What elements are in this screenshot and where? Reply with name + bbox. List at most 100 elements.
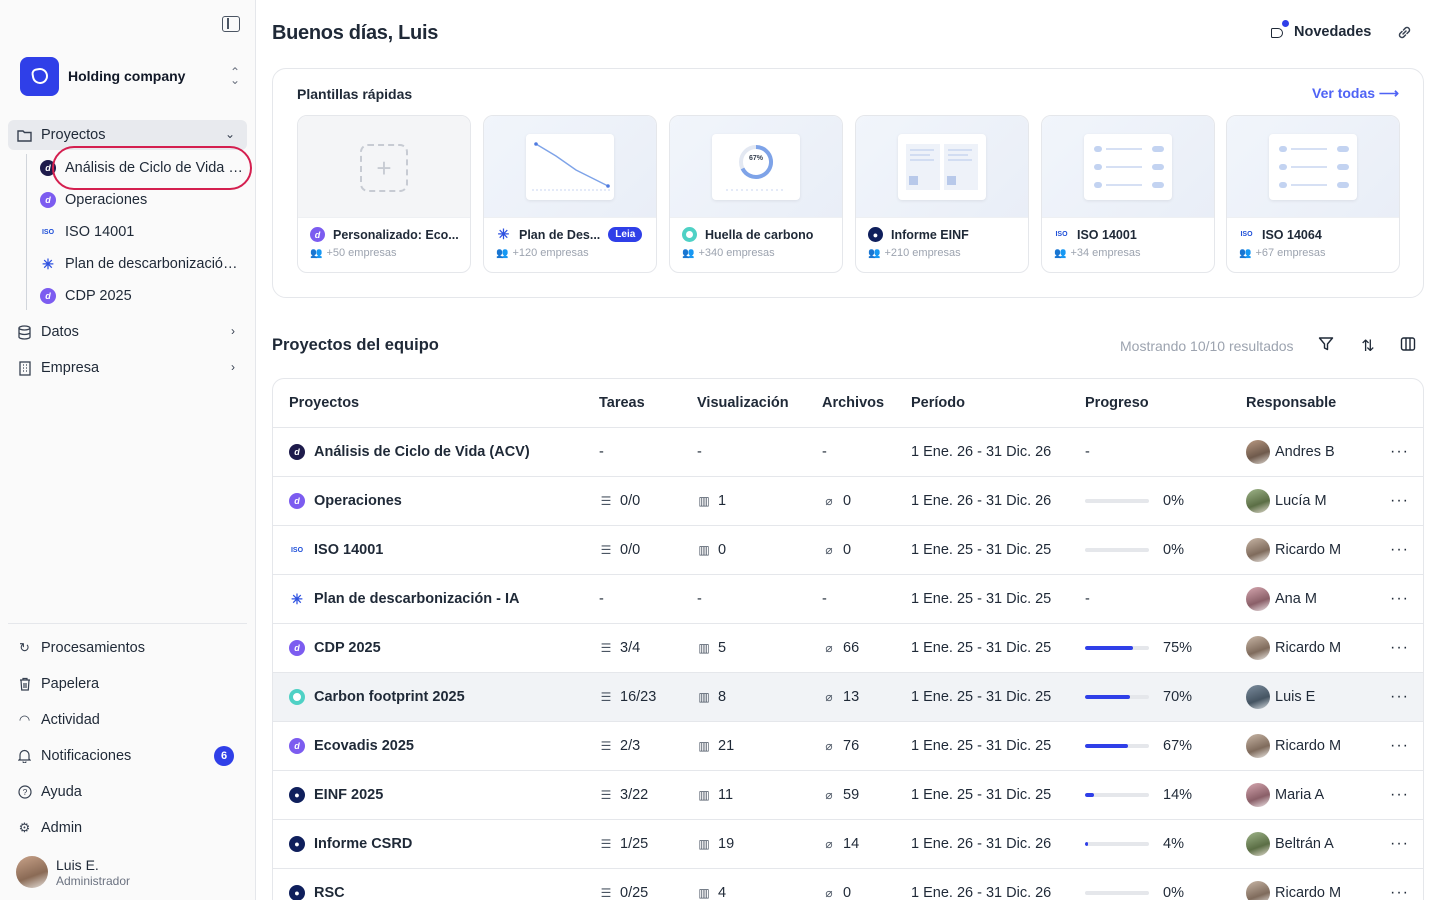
project-name-cell[interactable]: ● RSC: [289, 869, 345, 900]
company-switcher[interactable]: Holding company ⌃ ⌄: [20, 56, 242, 96]
paperclip-icon: ⌀: [825, 494, 833, 508]
template-card[interactable]: ● Informe EINF 👥 +210 empresas: [855, 115, 1029, 273]
nav-empresa-label: Empresa: [41, 360, 100, 376]
project-name-cell[interactable]: ● Informe CSRD: [289, 820, 412, 868]
paperclip-icon: ⌀: [825, 886, 833, 900]
owner-name: Ricardo M: [1275, 885, 1342, 900]
owner-cell[interactable]: Beltrán A: [1246, 820, 1334, 868]
visualization-cell: ▥ 0: [697, 526, 726, 574]
owner-cell[interactable]: Ricardo M: [1246, 624, 1341, 672]
more-options-icon[interactable]: ···: [1390, 492, 1409, 509]
files-value: 76: [843, 738, 860, 754]
col-files[interactable]: Archivos: [822, 395, 885, 411]
sidebar-project-label: Operaciones: [65, 192, 148, 208]
table-row[interactable]: d Ecovadis 2025 ☰ 2/3 ▥ 21 ⌀ 76 1 Ene. 25 - 31 D…: [273, 722, 1423, 771]
project-name-cell[interactable]: d Ecovadis 2025: [289, 722, 414, 770]
owner-name: Maria A: [1275, 787, 1325, 803]
more-options-icon[interactable]: ···: [1390, 443, 1409, 460]
owner-cell[interactable]: Andres B: [1246, 428, 1335, 476]
visualization-cell: -: [697, 428, 702, 476]
more-options-icon[interactable]: ···: [1390, 737, 1409, 754]
table-row[interactable]: Carbon footprint 2025 ☰ 16/23 ▥ 8 ⌀ 13 1 Ene. 2…: [273, 673, 1423, 722]
template-card[interactable]: + d Personalizado: Eco... 👥 +50 empresas: [297, 115, 471, 273]
bar-chart-icon: ▥: [698, 641, 710, 655]
col-progress[interactable]: Progreso: [1085, 395, 1149, 411]
col-projects[interactable]: Proyectos: [289, 395, 360, 411]
owner-cell[interactable]: Ricardo M: [1246, 869, 1341, 900]
owner-cell[interactable]: Maria A: [1246, 771, 1324, 819]
project-name-cell[interactable]: Carbon footprint 2025: [289, 673, 465, 721]
sidebar-project-operaciones[interactable]: d Operaciones: [40, 186, 245, 214]
visualization-cell: -: [697, 575, 702, 623]
people-icon: 👥: [310, 247, 323, 259]
more-options-icon[interactable]: ···: [1390, 835, 1409, 852]
tasks-value: 3/22: [620, 787, 649, 803]
more-options-icon[interactable]: ···: [1390, 639, 1409, 656]
more-options-icon[interactable]: ···: [1390, 884, 1409, 900]
col-period[interactable]: Período: [911, 395, 965, 411]
owner-cell[interactable]: Ana M: [1246, 575, 1317, 623]
project-name-cell[interactable]: ● EINF 2025: [289, 771, 383, 819]
owner-cell[interactable]: Luis E: [1246, 673, 1315, 721]
nav-admin[interactable]: ⚙ Admin: [8, 813, 247, 843]
owner-cell[interactable]: Ricardo M: [1246, 526, 1341, 574]
link-icon[interactable]: [1396, 24, 1413, 46]
period-value: 1 Ene. 25 - 31 Dic. 25: [911, 640, 1052, 656]
nav-datos[interactable]: Datos ›: [8, 317, 247, 347]
nav-papelera[interactable]: Papelera: [8, 669, 247, 699]
collapse-sidebar-icon[interactable]: [222, 16, 240, 32]
owner-cell[interactable]: Lucía M: [1246, 477, 1327, 525]
progress-bar: [1085, 744, 1149, 748]
sort-icon[interactable]: ⇅: [1361, 338, 1375, 355]
template-count: +34 empresas: [1070, 247, 1141, 259]
visualization-cell: ▥ 21: [697, 722, 734, 770]
project-name-cell[interactable]: ISO ISO 14001: [289, 526, 383, 574]
col-visualization[interactable]: Visualización: [697, 395, 789, 411]
table-row[interactable]: d CDP 2025 ☰ 3/4 ▥ 5 ⌀ 66 1 Ene. 25 - 31 Dic. 25…: [273, 624, 1423, 673]
filter-icon[interactable]: [1316, 336, 1336, 357]
table-row[interactable]: d Operaciones ☰ 0/0 ▥ 1 ⌀ 0 1 Ene. 26 - 31 Dic. …: [273, 477, 1423, 526]
project-name-cell[interactable]: d Análisis de Ciclo de Vida (ACV): [289, 428, 530, 476]
table-row[interactable]: d Análisis de Ciclo de Vida (ACV) - - - 1 Ene…: [273, 428, 1423, 477]
table-row[interactable]: ● RSC ☰ 0/25 ▥ 4 ⌀ 0 1 Ene. 26 - 31 Dic. 26 0% Ric…: [273, 869, 1423, 900]
table-row[interactable]: ● EINF 2025 ☰ 3/22 ▥ 11 ⌀ 59 1 Ene. 25 - 31 Dic.…: [273, 771, 1423, 820]
col-tasks[interactable]: Tareas: [599, 395, 645, 411]
col-owner[interactable]: Responsable: [1246, 395, 1337, 411]
template-card[interactable]: 67% Huella de carbono 👥 +340 empresas: [669, 115, 843, 273]
progress-value: 14%: [1163, 787, 1193, 803]
table-row[interactable]: ● Informe CSRD ☰ 1/25 ▥ 19 ⌀ 14 1 Ene. 26 - 31 D…: [273, 820, 1423, 869]
see-all-link[interactable]: Ver todas ⟶: [1312, 85, 1399, 101]
table-row[interactable]: ✳ Plan de descarbonización - IA - - - 1 Ene. …: [273, 575, 1423, 624]
results-count: Mostrando 10/10 resultados: [1120, 338, 1294, 354]
highlight-annotation: [52, 146, 252, 190]
nav-proyectos[interactable]: Proyectos ⌄: [8, 120, 247, 150]
more-options-icon[interactable]: ···: [1390, 786, 1409, 803]
project-name-cell[interactable]: d Operaciones: [289, 477, 402, 525]
owner-cell[interactable]: Ricardo M: [1246, 722, 1341, 770]
sidebar-project-cdp[interactable]: d CDP 2025: [40, 282, 245, 310]
progress-cell: 70%: [1085, 673, 1192, 721]
more-options-icon[interactable]: ···: [1390, 541, 1409, 558]
project-name-cell[interactable]: ✳ Plan de descarbonización - IA: [289, 575, 519, 623]
tasks-value: 2/3: [620, 738, 641, 754]
nav-ayuda[interactable]: ? Ayuda: [8, 777, 247, 807]
files-value: -: [822, 591, 827, 607]
nav-empresa[interactable]: Empresa ›: [8, 353, 247, 383]
sidebar-project-iso14001[interactable]: ISO ISO 14001: [40, 218, 245, 246]
columns-icon[interactable]: [1398, 336, 1418, 357]
quick-templates-title: Plantillas rápidas: [297, 86, 413, 102]
more-options-icon[interactable]: ···: [1390, 590, 1409, 607]
nav-notificaciones[interactable]: Notificaciones 6: [8, 741, 247, 771]
people-icon: 👥: [1054, 247, 1067, 259]
sidebar-project-plan[interactable]: ✳ Plan de descarbonización - IA: [40, 250, 245, 278]
template-card[interactable]: ISO ISO 14001 👥 +34 empresas: [1041, 115, 1215, 273]
project-name-cell[interactable]: d CDP 2025: [289, 624, 381, 672]
table-row[interactable]: ISO ISO 14001 ☰ 0/0 ▥ 0 ⌀ 0 1 Ene. 25 - 31 Dic. …: [273, 526, 1423, 575]
more-options-icon[interactable]: ···: [1390, 688, 1409, 705]
news-button[interactable]: Novedades: [1270, 20, 1371, 40]
user-profile[interactable]: Luis E. Administrador: [16, 856, 130, 888]
template-card[interactable]: ISO ISO 14064 👥 +67 empresas: [1226, 115, 1400, 273]
nav-procesamientos[interactable]: ↻ Procesamientos: [8, 633, 247, 663]
template-card[interactable]: ✳ Plan de Des... Leia 👥 +120 empresas: [483, 115, 657, 273]
nav-actividad[interactable]: ◠ Actividad: [8, 705, 247, 735]
